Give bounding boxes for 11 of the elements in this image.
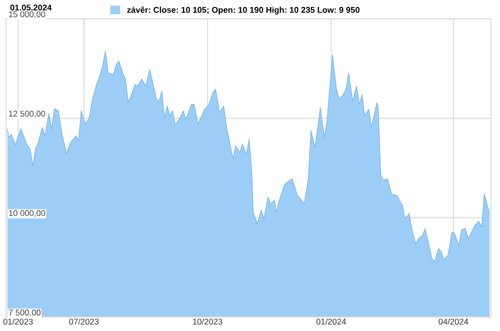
text: 01.05.2024	[10, 4, 52, 11]
y-tick-label: 7 500,00	[8, 310, 41, 316]
x-tick-label: 01/2023	[3, 318, 33, 325]
x-tick-label: 07/2023	[69, 318, 99, 325]
x-tick-label: 04/2024	[438, 318, 468, 325]
y-tick-label: 12 500,00	[9, 110, 46, 118]
x-tick-label: 10/2023	[193, 318, 222, 325]
legend-label: závěr: Close: 10 105; Open: 10 190 High: 10 235 Low: 9 950	[127, 6, 360, 15]
x-tick-label: 01/2024	[316, 318, 346, 325]
y-tick-label: 10 000,00	[9, 210, 46, 218]
y-tick-label: 15 000,00	[9, 11, 46, 18]
